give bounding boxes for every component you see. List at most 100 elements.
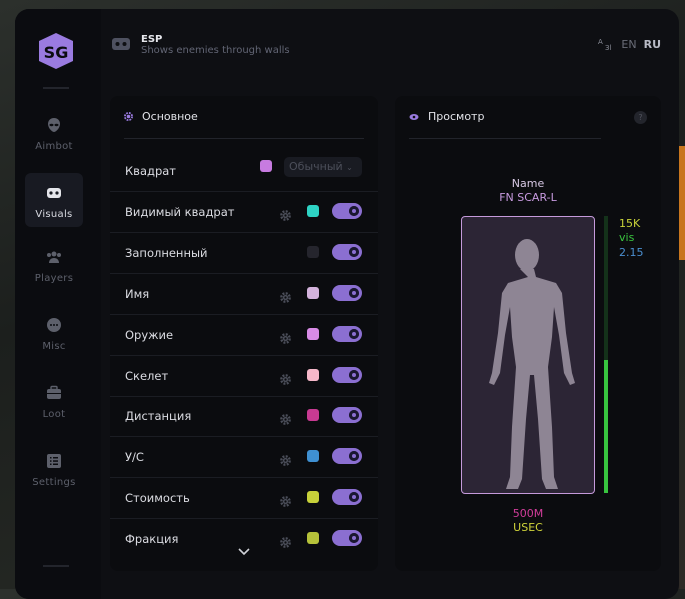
select-value: Обычный: [289, 160, 343, 173]
gear-icon[interactable]: [280, 329, 291, 348]
list-icon: [25, 453, 83, 469]
sidebar-item-label: Misc: [42, 341, 66, 352]
app-window: SG Aimbot Visuals Players Misc Loot Settings …: [15, 9, 679, 599]
sidebar-item-label: Aimbot: [35, 141, 73, 152]
toggle[interactable]: [332, 407, 362, 424]
divider: [43, 87, 69, 89]
setting-label: Фракция: [125, 532, 179, 547]
lang-en-button[interactable]: EN: [621, 37, 637, 51]
setting-row: Стоимость: [110, 478, 378, 520]
chat-dots-icon: [25, 317, 83, 333]
sidebar-item-loot[interactable]: Loot: [25, 377, 83, 431]
preview-distance: 500M: [512, 507, 544, 520]
page-subtitle: Shows enemies through walls: [141, 45, 290, 56]
page-title: ESP: [141, 34, 163, 45]
gear-icon[interactable]: [280, 370, 291, 389]
sidebar-item-label: Visuals: [35, 209, 73, 220]
svg-text:Зl: Зl: [605, 44, 611, 51]
preview-box: [461, 216, 595, 494]
gear-icon[interactable]: [280, 533, 291, 552]
color-swatch[interactable]: [307, 286, 319, 299]
preview-card: Просмотр ? Name FN SCAR-L 15K vis 2.15 5…: [395, 96, 661, 571]
alien-icon: [25, 117, 83, 133]
sidebar-item-aimbot[interactable]: Aimbot: [25, 109, 83, 163]
preview-name: Name: [511, 177, 545, 190]
preview-faction: USEC: [513, 521, 543, 534]
color-swatch[interactable]: [307, 409, 319, 422]
setting-row: Заполненный: [110, 233, 378, 274]
gear-icon[interactable]: [280, 492, 291, 511]
help-button[interactable]: ?: [634, 111, 647, 124]
svg-text:SG: SG: [44, 43, 69, 62]
chevron-down-icon[interactable]: [238, 548, 250, 556]
divider: [43, 565, 69, 567]
color-swatch[interactable]: [307, 368, 319, 381]
setting-label: Имя: [125, 286, 150, 301]
sidebar-item-label: Loot: [42, 409, 66, 420]
setting-label: Оружие: [125, 327, 174, 342]
setting-row: Скелет: [110, 356, 378, 397]
color-swatch[interactable]: [307, 532, 319, 545]
sidebar-item-settings[interactable]: Settings: [25, 445, 83, 499]
setting-label: Видимый квадрат: [125, 204, 235, 219]
setting-row: Квадрат Обычный ⌄: [110, 151, 378, 192]
toggle[interactable]: [332, 448, 362, 465]
health-bar-fill: [604, 360, 608, 493]
setting-label: Стоимость: [125, 491, 190, 506]
gear-icon[interactable]: [280, 451, 291, 470]
color-swatch[interactable]: [260, 160, 272, 172]
setting-row: Дистанция: [110, 396, 378, 438]
preview-value: 15K: [619, 217, 641, 230]
setting-label: Заполненный: [125, 245, 208, 260]
sidebar-item-label: Players: [34, 273, 74, 284]
color-swatch[interactable]: [307, 491, 319, 504]
setting-row: У/С: [110, 437, 378, 479]
sidebar-item-visuals[interactable]: Visuals: [25, 173, 83, 227]
player-model: [489, 239, 575, 489]
toggle[interactable]: [332, 530, 362, 547]
toggle[interactable]: [332, 366, 362, 383]
setting-label: Дистанция: [125, 409, 192, 424]
language-switcher: A Зl EN RU: [598, 37, 661, 52]
translate-icon: AЗl: [598, 38, 611, 51]
background-game-element: [679, 146, 685, 260]
preview-kd: 2.15: [619, 246, 644, 259]
gear-icon[interactable]: [280, 206, 291, 225]
health-bar: [604, 216, 608, 493]
color-swatch[interactable]: [307, 327, 319, 340]
color-swatch[interactable]: [307, 204, 319, 217]
divider: [409, 138, 601, 139]
svg-text:A: A: [598, 38, 603, 46]
sidebar-item-misc[interactable]: Misc: [25, 309, 83, 363]
style-select[interactable]: Обычный ⌄: [284, 157, 362, 177]
gear-icon: [124, 112, 133, 121]
setting-row: Оружие: [110, 315, 378, 356]
gear-icon[interactable]: [280, 288, 291, 307]
toggle[interactable]: [332, 325, 362, 342]
color-swatch[interactable]: [307, 245, 319, 258]
sidebar-item-label: Settings: [32, 477, 76, 488]
gear-icon[interactable]: [280, 410, 291, 429]
divider: [124, 138, 364, 139]
setting-row: Видимый квадрат: [110, 192, 378, 233]
toggle[interactable]: [332, 243, 362, 260]
lang-ru-button[interactable]: RU: [643, 37, 661, 51]
toggle[interactable]: [332, 202, 362, 219]
users-icon: [25, 249, 83, 265]
setting-label: Скелет: [125, 368, 169, 383]
section-title: Основное: [142, 110, 198, 123]
vr-goggles-icon: [112, 38, 130, 50]
toggle[interactable]: [332, 284, 362, 301]
preview-visible: vis: [619, 231, 635, 244]
sidebar-item-players[interactable]: Players: [25, 241, 83, 295]
chevron-down-icon: ⌄: [346, 163, 353, 172]
color-swatch[interactable]: [307, 450, 319, 463]
main-settings-card: Основное Квадрат Обычный ⌄ Видимый квадр…: [110, 96, 378, 571]
setting-row: Фракция: [110, 519, 378, 560]
setting-label: Квадрат: [125, 164, 176, 178]
setting-label: У/С: [125, 450, 144, 465]
toggle[interactable]: [332, 489, 362, 506]
preview-weapon: FN SCAR-L: [499, 191, 557, 204]
sidebar: SG Aimbot Visuals Players Misc Loot Settings: [15, 9, 101, 599]
preview-title: Просмотр: [428, 110, 485, 123]
